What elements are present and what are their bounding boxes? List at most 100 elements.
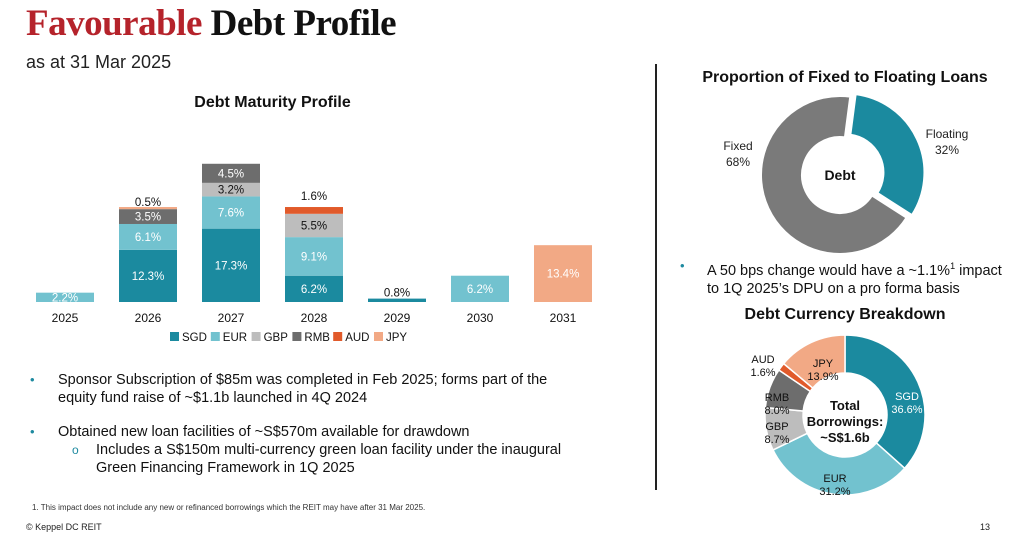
sub-bullet-text: Green Financing Framework in 1Q 2025 <box>96 460 355 476</box>
bar-eur-2027 <box>202 196 260 229</box>
bar-eur-2026 <box>119 223 177 250</box>
slice-name-jpy: JPY <box>813 358 834 370</box>
slice-sgd <box>844 334 926 470</box>
bar-sgd-2027 <box>202 228 260 302</box>
bar-gbp-2028 <box>285 213 343 238</box>
donut-center-line-2: ~S$1.6b <box>820 430 870 445</box>
bar-label-eur-2027: 7.6% <box>218 208 244 220</box>
donut-center-line-0: Total <box>830 398 860 413</box>
currency-breakdown-title: Debt Currency Breakdown <box>744 306 946 323</box>
bar-label-rmb-2027: 4.5% <box>218 168 244 180</box>
bar-label-eur-2025: 2.2% <box>52 292 78 304</box>
bar-gbp-2027 <box>202 182 260 197</box>
bullet-dot: • <box>680 258 685 273</box>
footnote: 1. This impact does not include any new … <box>32 503 426 512</box>
legend-swatch-aud <box>333 332 343 341</box>
rate-text-3: to 1Q 2025’s DPU on a pro forma basis <box>707 280 960 297</box>
slice-value-aud: 1.6% <box>750 367 775 379</box>
title-accent: Favourable <box>26 3 202 44</box>
bullet-dot: • <box>30 372 35 387</box>
legend-label-jpy: JPY <box>386 332 407 344</box>
bar-rmb-2027 <box>202 163 260 183</box>
bar-label-jpy-2031: 13.4% <box>547 269 580 281</box>
bar-label-gbp-2027: 3.2% <box>218 185 244 197</box>
slice-value-gbp: 8.7% <box>764 434 789 446</box>
slice-value-eur: 31.2% <box>819 486 850 498</box>
copyright: © Keppel DC REIT <box>26 522 102 532</box>
legend-swatch-eur <box>210 332 220 341</box>
slice-value-sgd: 36.6% <box>891 404 922 416</box>
bar-sgd-2029 <box>368 298 426 302</box>
x-tick-2025: 2025 <box>52 311 79 325</box>
x-tick-2026: 2026 <box>135 311 162 325</box>
legend-label-eur: EUR <box>223 332 247 344</box>
value-fixed: 68% <box>726 155 750 169</box>
slice-name-gbp: GBP <box>765 421 788 433</box>
bar-label-sgd-2026: 12.3% <box>132 271 165 283</box>
vertical-divider <box>655 64 657 490</box>
bar-label-rmb-2026: 3.5% <box>135 212 161 224</box>
maturity-chart-title: Debt Maturity Profile <box>194 94 351 111</box>
slice-fixed <box>760 95 908 255</box>
rate-text-2: impact <box>955 262 1002 279</box>
bar-eur-2030 <box>451 275 509 302</box>
legend-label-gbp: GBP <box>264 332 289 344</box>
label-floating: Floating <box>926 127 969 141</box>
bullet-sponsor: • Sponsor Subscription of $85m was compl… <box>30 371 620 407</box>
bullet-dot: • <box>30 424 35 439</box>
bar-label-sgd-2029: 0.8% <box>384 288 410 300</box>
legend-label-rmb: RMB <box>304 332 330 344</box>
legend-label-aud: AUD <box>345 332 369 344</box>
sub-bullet-marker: o <box>72 443 79 457</box>
bullet-facilities: • Obtained new loan facilities of ~S$570… <box>30 423 620 441</box>
bar-eur-2028 <box>285 237 343 276</box>
legend-label-sgd: SGD <box>182 332 207 344</box>
bar-label-eur-2028: 9.1% <box>301 251 327 263</box>
legend-swatch-jpy <box>374 332 383 341</box>
bullet-text: Sponsor Subscription of $85m was complet… <box>58 372 548 388</box>
bar-jpy-2031 <box>534 245 592 302</box>
bar-label-sgd-2027: 17.3% <box>215 260 248 272</box>
bar-label-aud-2028: 1.6% <box>301 191 327 203</box>
x-tick-2028: 2028 <box>301 311 328 325</box>
x-tick-2031: 2031 <box>550 311 577 325</box>
bullet-text: Obtained new loan facilities of ~S$570m … <box>58 424 470 440</box>
bar-label-jpy-2026: 0.5% <box>135 197 161 209</box>
donut-center-line-1: Borrowings: <box>807 414 884 429</box>
sub-bullet-text: Includes a S$150m multi-currency green l… <box>96 442 562 458</box>
bar-sgd-2026 <box>119 249 177 302</box>
slice-name-rmb: RMB <box>765 392 789 404</box>
legend-swatch-sgd <box>170 332 179 341</box>
bar-jpy-2026 <box>119 207 177 210</box>
label-fixed: Fixed <box>723 139 752 153</box>
x-tick-2030: 2030 <box>467 311 494 325</box>
bar-label-eur-2026: 6.1% <box>135 232 161 244</box>
bar-label-gbp-2028: 5.5% <box>301 220 327 232</box>
bar-aud-2028 <box>285 207 343 214</box>
page-subtitle: as at 31 Mar 2025 <box>26 52 172 72</box>
slice-name-aud: AUD <box>751 354 774 366</box>
slice-value-rmb: 8.0% <box>764 405 789 417</box>
fixed-floating-donut: Debt Floating 32% Fixed 68% <box>723 93 969 255</box>
bar-rmb-2026 <box>119 209 177 224</box>
footnote-ref: 1 <box>950 261 956 271</box>
maturity-chart: 2.2% 2025 12.3% 6.1% 3.5% 0.5% 2026 17.3% 7.6% 3.… <box>36 163 592 344</box>
slice-name-eur: EUR <box>823 473 846 485</box>
rate-sensitivity-bullet: • A 50 bps change would have a ~1.1%1 im… <box>680 257 1024 298</box>
slice-value-jpy: 13.9% <box>807 371 838 383</box>
x-tick-2029: 2029 <box>384 311 411 325</box>
legend-swatch-rmb <box>292 332 302 341</box>
fixed-floating-title: Proportion of Fixed to Floating Loans <box>702 69 988 86</box>
x-tick-2027: 2027 <box>218 311 245 325</box>
bullet-text: equity fund raise of ~$1.1b launched in … <box>58 390 368 406</box>
value-floating: 32% <box>935 143 959 157</box>
page-title: Favourable Debt Profile <box>26 2 397 45</box>
bar-label-sgd-2028: 6.2% <box>301 284 327 296</box>
slice-floating <box>849 93 926 217</box>
bar-eur-2025 <box>36 292 94 302</box>
donut-center-label: Debt <box>824 167 855 183</box>
bar-sgd-2028 <box>285 275 343 302</box>
slice-jpy <box>782 334 846 390</box>
legend-swatch-gbp <box>251 332 261 341</box>
